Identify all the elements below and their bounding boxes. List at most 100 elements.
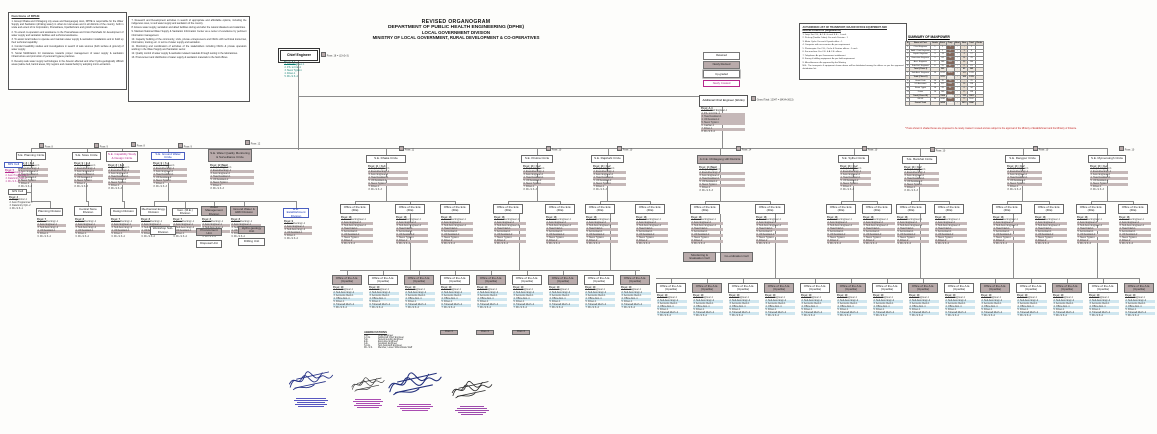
staff-item: 7. Driver-1 <box>523 185 535 188</box>
node-subunit: Hydro-geology Unit <box>238 226 265 234</box>
staff-item: 4. Office Asst.-1 <box>693 306 723 310</box>
posn-chip: Posn: 10 <box>545 146 561 152</box>
staff-item: 5. UD Assistant-2 <box>699 180 718 183</box>
staff-item: 1. Asst. Engineer-1 <box>729 297 749 300</box>
node-s-e-mymensingh-circle: S.E. Mymensingh Circle <box>1088 155 1126 163</box>
staff-item: 1. Asst. Engineer-1 <box>981 297 1001 300</box>
staff-item: 3. Accounts Clerk-1 <box>1017 303 1038 306</box>
staff-item: 2. Asst. Engineer-2 <box>863 221 895 225</box>
staff-posn: Posn: 10 <box>333 286 344 289</box>
division-staff-list: Posn: 18 1. Executive Engineer-1 2. Asst. … <box>993 216 1025 246</box>
node-subunit: Workshop Sub-Division <box>150 226 176 235</box>
staff-item: 6. UD Assistant-2 <box>827 233 859 237</box>
circle-staff-list: Posn: 10 = 8+2 1. Supdt. Engineer-1 2. Exe… <box>840 165 871 192</box>
node-office-ae-upazila: Office of the A.E. (Upazila) <box>512 275 542 285</box>
legend-swatch-icon <box>929 147 935 153</box>
node-s-e-dhaka-circle: S.E. Dhaka Circle <box>366 155 406 163</box>
staff-item: 3. Asst. Engineer-2 <box>840 173 860 176</box>
staff-item: 4. Head Clerk-1 <box>441 227 473 231</box>
office-label: Office of the A.E. <box>695 283 719 288</box>
connector-line <box>743 278 744 283</box>
title-line-4: MINISTRY OF LOCAL GOVERNMENT, RURAL DEVE… <box>372 35 540 40</box>
grand-total-chip: Grand Total: 12047 = (8434+3613) <box>750 96 793 102</box>
staff-item: 4. Office Asst.-1 <box>657 306 687 310</box>
staff-item: 5. Accountant-1 <box>691 230 708 233</box>
staff-item: 7. Steno Typist-1 <box>586 236 604 239</box>
connector-line <box>410 201 411 204</box>
connector-line <box>919 163 920 201</box>
staff-item: 8. Driver-2 <box>935 239 967 243</box>
staff-item: 3. Head Assistant-1 <box>701 115 745 119</box>
staff-item: 4. Office Asst.-1 <box>621 298 651 302</box>
staff-item: 5. Accountant-1 <box>897 230 914 233</box>
staff-item: 6. UD Assistant-2 <box>863 233 895 237</box>
staff-posn: Posn: 10 <box>981 294 992 297</box>
legend-item-up-graded: Up-graded <box>703 70 740 78</box>
staff-item: 7. M.L.S.S.-2 <box>981 315 995 318</box>
office-staff-list: Posn: 10 1. Asst. Engineer-1 2. Sub-Asst. … <box>729 294 759 318</box>
table-cell: - <box>953 101 962 106</box>
staff-item: 4. Office Asst.-1 <box>981 306 1011 310</box>
staff-item: 3. Accounts Clerk-1 <box>369 295 390 298</box>
staff-posn: Posn: 10 <box>657 294 668 297</box>
staff-item: 4. Head Clerk-1 <box>827 227 859 231</box>
staff-item: 5. Driver-1 <box>945 309 957 312</box>
staff-item: 9. M.L.S.S.-4 <box>863 242 877 245</box>
staff-item: 6. Tubewell Mech.-2 <box>441 304 471 308</box>
office-label: (Upazila) <box>592 279 605 283</box>
office-label: (Upazila) <box>1024 287 1037 291</box>
handwritten-signature-icon <box>288 371 334 391</box>
staff-item: 1. Supdt. Engineer-1 <box>153 164 175 167</box>
staff-item: 2. Asst. Engineer-2 <box>494 221 526 225</box>
staff-item: 2. Asst. Engineer-1 <box>75 223 105 227</box>
staff-posn: Posn: 18 <box>636 215 647 219</box>
node-s-e-rangpur-circle: S.E. Rangpur Circle <box>1005 155 1040 163</box>
division-staff-list: Posn: 9 1. Executive Engr.-1 2. Asst. Engi… <box>284 220 312 241</box>
abbreviation-text: Assistant Engineer <box>378 343 398 345</box>
connector-line <box>168 148 169 152</box>
connector-line <box>123 201 125 208</box>
connector-line <box>1091 201 1092 204</box>
staff-item: 1. Executive Engr.-1 <box>75 220 97 223</box>
office-label: Office of the A.E. <box>1055 283 1079 288</box>
staff-item: 7. Steno Typist-1 <box>935 236 953 239</box>
staff-item: 1. Executive Engineer-1 <box>691 218 716 221</box>
connector-line <box>23 165 31 166</box>
cell-staff-list: Posn: 4 1. Programmer-1 2. Asst. Programme… <box>9 196 32 211</box>
staff-item: 2. Executive Engr.-1 <box>108 169 140 173</box>
staff-item: 5. Accountant-1 <box>341 230 358 233</box>
office-staff-list: Posn: 10 1. Asst. Engineer-1 2. Sub-Asst. … <box>657 294 687 318</box>
staff-item: 8. Driver-2 <box>863 239 895 243</box>
staff-item: 7. Steno Typist-1 <box>1035 236 1053 239</box>
staff-item: 1. Supdt. Engineer-1 <box>1090 167 1112 170</box>
functions-of-dphe-box: Functions of DPHE 1. Except Dhaka and Ch… <box>8 12 127 90</box>
staff-item: 9. M.L.S.S.-4 <box>441 242 455 245</box>
node-division: E.E. Establishment Division <box>283 207 309 218</box>
staff-item: 3. Sub-Asst. Engr.-2 <box>202 227 230 230</box>
staff-item: 7. M.L.S.S.-2 <box>873 315 887 318</box>
staff-item: 3. Asst. Engineer-2 <box>523 173 543 176</box>
staff-item: 2. Executive Engr.-1 <box>74 167 103 171</box>
connector-line <box>419 270 420 275</box>
connector-line <box>508 201 560 202</box>
node-office-ae-upazila: Office of the A.E. (Upazila) <box>584 275 614 285</box>
staff-item: 3. Sub-Asst. Engineer-4 <box>993 224 1018 227</box>
staff-posn: Posn: 10 <box>369 286 380 289</box>
staff-posn: Posn: 18 <box>1035 215 1046 219</box>
legend-swatch-icon <box>735 146 741 152</box>
staff-item: 5. Driver-1 <box>441 301 453 304</box>
staff-item: 4. UD Assistant-1 <box>75 229 105 233</box>
staff-item: 6. Tubewell Mech.-2 <box>657 312 687 316</box>
staff-item: 7. Steno Typist-1 <box>993 236 1011 239</box>
staff-item: 8. Driver-2 <box>396 239 428 243</box>
office-label: (Upazila) <box>916 287 929 291</box>
staff-item: 5. Driver-1 <box>801 309 813 312</box>
connector-line <box>607 163 608 201</box>
staff-item: 5. Driver-1 <box>729 309 741 312</box>
staff-item: 7. M.L.S.S.-2 <box>585 307 599 310</box>
staff-item: 2. Asst. Engineer-2 <box>935 221 967 225</box>
staff-item: 1. Executive Engineer-1 <box>1035 218 1060 221</box>
connector-line <box>1031 278 1032 283</box>
staff-item: 3. Data Entry Optr.-2 <box>5 178 27 181</box>
staff-item: 7. M.L.S.S.-2 <box>1053 315 1067 318</box>
